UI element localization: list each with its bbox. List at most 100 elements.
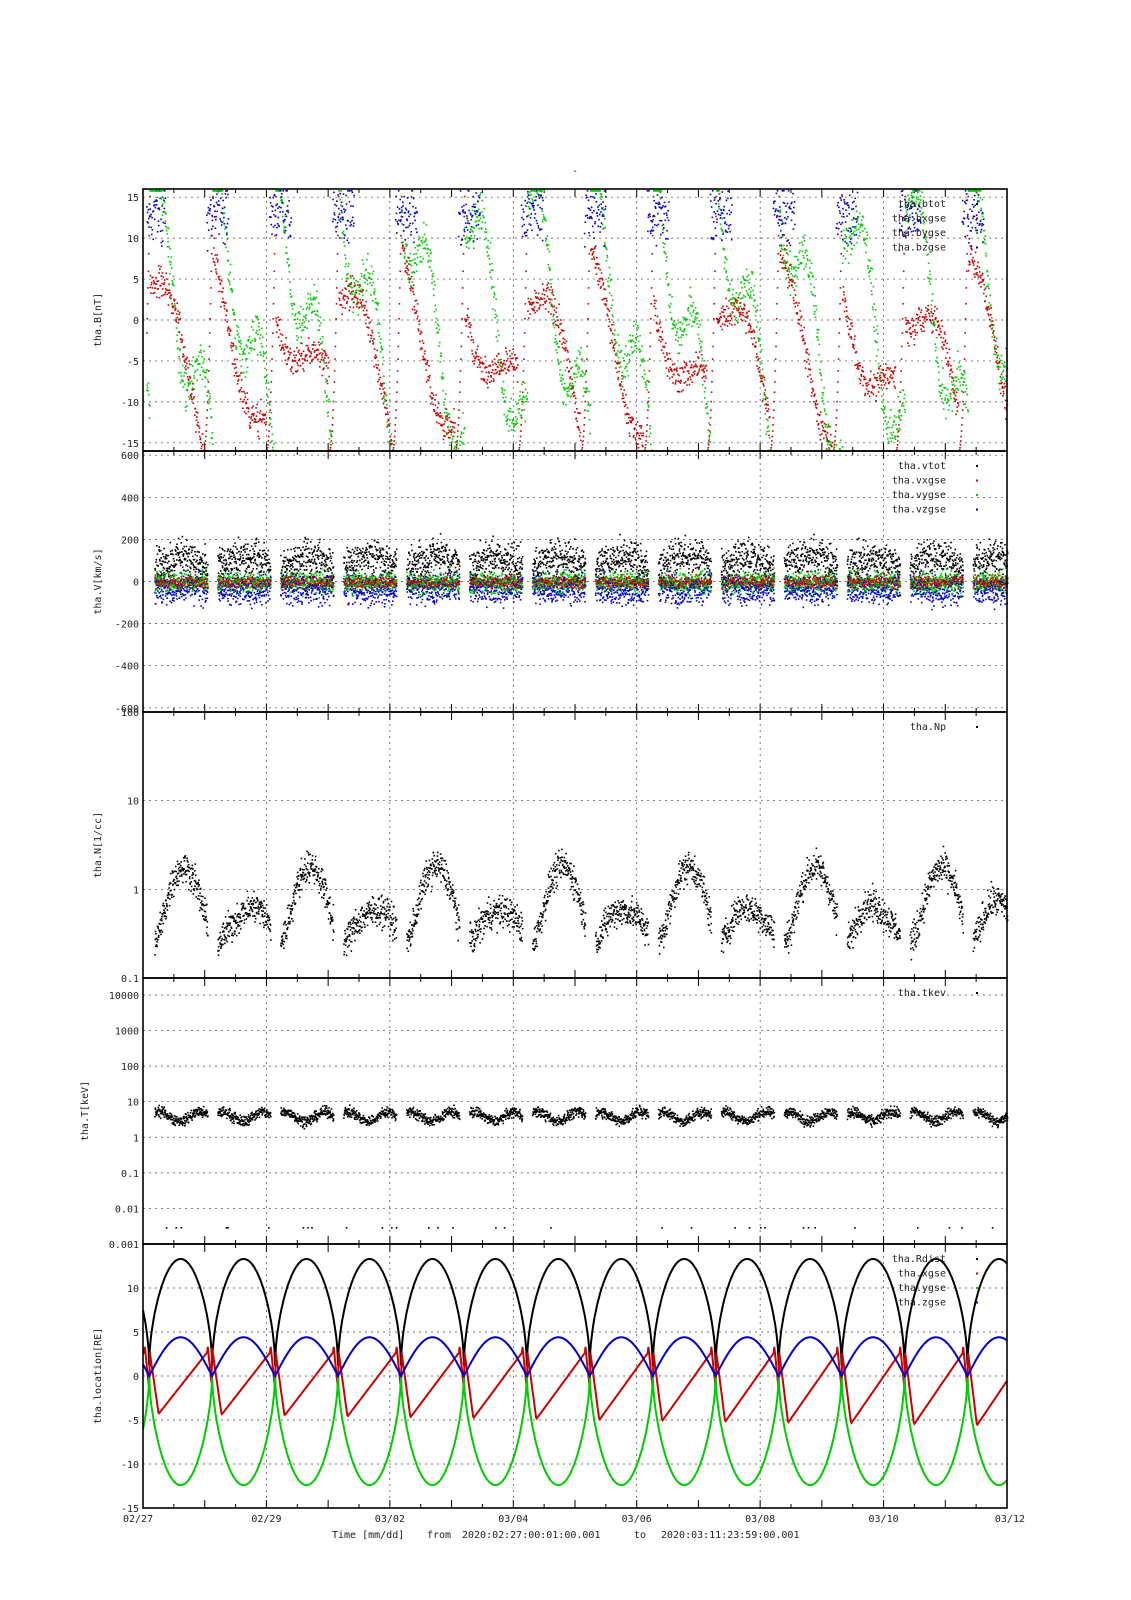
point-bxgse [349,306,351,308]
point-bxgse [354,284,357,286]
point-bxgse [726,320,728,323]
point-bygse [194,361,197,363]
point-bygse [524,420,527,423]
point-bxgse [614,353,617,356]
point-bygse [707,412,709,415]
point-bzgse [352,216,354,219]
point-bxgse [446,415,448,417]
point-bxgse [362,309,365,312]
point-bygse [193,371,196,374]
point-bxgse [701,377,704,379]
point-bygse [689,312,691,315]
point-bygse [231,291,233,293]
point-bxgse [526,195,529,198]
point-bygse [346,277,349,279]
point-bxgse [544,300,546,303]
point-bygse [503,413,505,416]
point-bxgse [648,358,651,360]
point-bxgse [785,262,788,264]
point-bxgse [429,374,431,377]
point-bxgse [360,302,362,304]
point-bygse [610,278,612,281]
point-bygse [795,269,797,272]
point-bxgse [481,370,483,373]
point-bxgse [654,314,657,317]
point-bygse [390,433,393,436]
point-bxgse [814,402,817,405]
point-bxgse [686,370,689,373]
point-bygse [855,225,857,228]
point-bygse [759,361,761,363]
point-bxgse [283,353,286,355]
point-bygse [618,344,620,347]
point-bygse [273,443,275,445]
point-bygse [845,228,848,230]
point-bxgse [146,303,149,305]
point-bygse [257,333,259,336]
point-bzgse [226,190,228,192]
point-bxgse [216,261,219,263]
point-bxgse [604,288,607,291]
point-bxgse [750,326,752,328]
point-bygse [307,298,310,300]
point-bygse [262,336,264,339]
point-bygse [632,340,635,343]
point-bxgse [697,356,699,358]
point-bygse [891,426,893,429]
point-bxgse [411,308,414,311]
point-bzgse [221,221,223,224]
point-bxgse [400,234,402,237]
point-bygse [515,423,517,425]
point-bxgse [721,323,724,325]
point-bygse [601,208,603,211]
point-bygse [439,355,442,358]
point-bxgse [678,391,681,393]
point-bxgse [493,358,496,361]
point-bxgse [839,287,842,289]
point-bygse [812,294,815,297]
point-bygse [613,347,616,350]
point-bxgse [191,398,193,401]
point-bygse [235,348,237,350]
point-bygse [796,267,799,269]
point-bxgse [614,360,617,363]
point-bxgse [387,419,390,422]
point-bxgse [712,345,714,348]
point-bxgse [404,262,406,265]
point-bygse [687,310,689,312]
point-bzgse [655,202,657,204]
point-bxgse [364,304,366,307]
point-bxgse [398,303,401,305]
point-bxgse [478,363,481,366]
point-bxgse [646,430,648,432]
point-bxgse [177,319,180,321]
point-bxgse [796,311,798,314]
point-bxgse [780,261,783,264]
point-bzgse [335,230,337,233]
point-bygse [323,362,326,364]
point-bzgse [720,212,723,214]
point-bxgse [838,345,840,348]
point-bygse [543,217,546,219]
point-bygse [425,239,427,241]
point-bygse [633,325,635,327]
point-bxgse [840,270,842,273]
point-bzgse [150,233,153,236]
point-bxgse [492,363,494,366]
point-bxgse [451,428,453,431]
point-bygse [847,245,849,247]
point-bxgse [888,368,891,371]
point-bzgse [271,210,274,212]
point-bxgse [313,356,316,359]
point-bzgse [529,217,532,219]
point-bygse [489,271,491,274]
point-bygse [164,211,166,214]
point-bxgse [465,320,467,322]
point-bygse [794,266,797,269]
point-bxgse [734,323,736,326]
point-bzgse [407,226,409,228]
point-bxgse [207,370,210,372]
point-bzgse [656,202,658,205]
point-bzgse [402,201,404,204]
point-bxgse [497,366,499,368]
